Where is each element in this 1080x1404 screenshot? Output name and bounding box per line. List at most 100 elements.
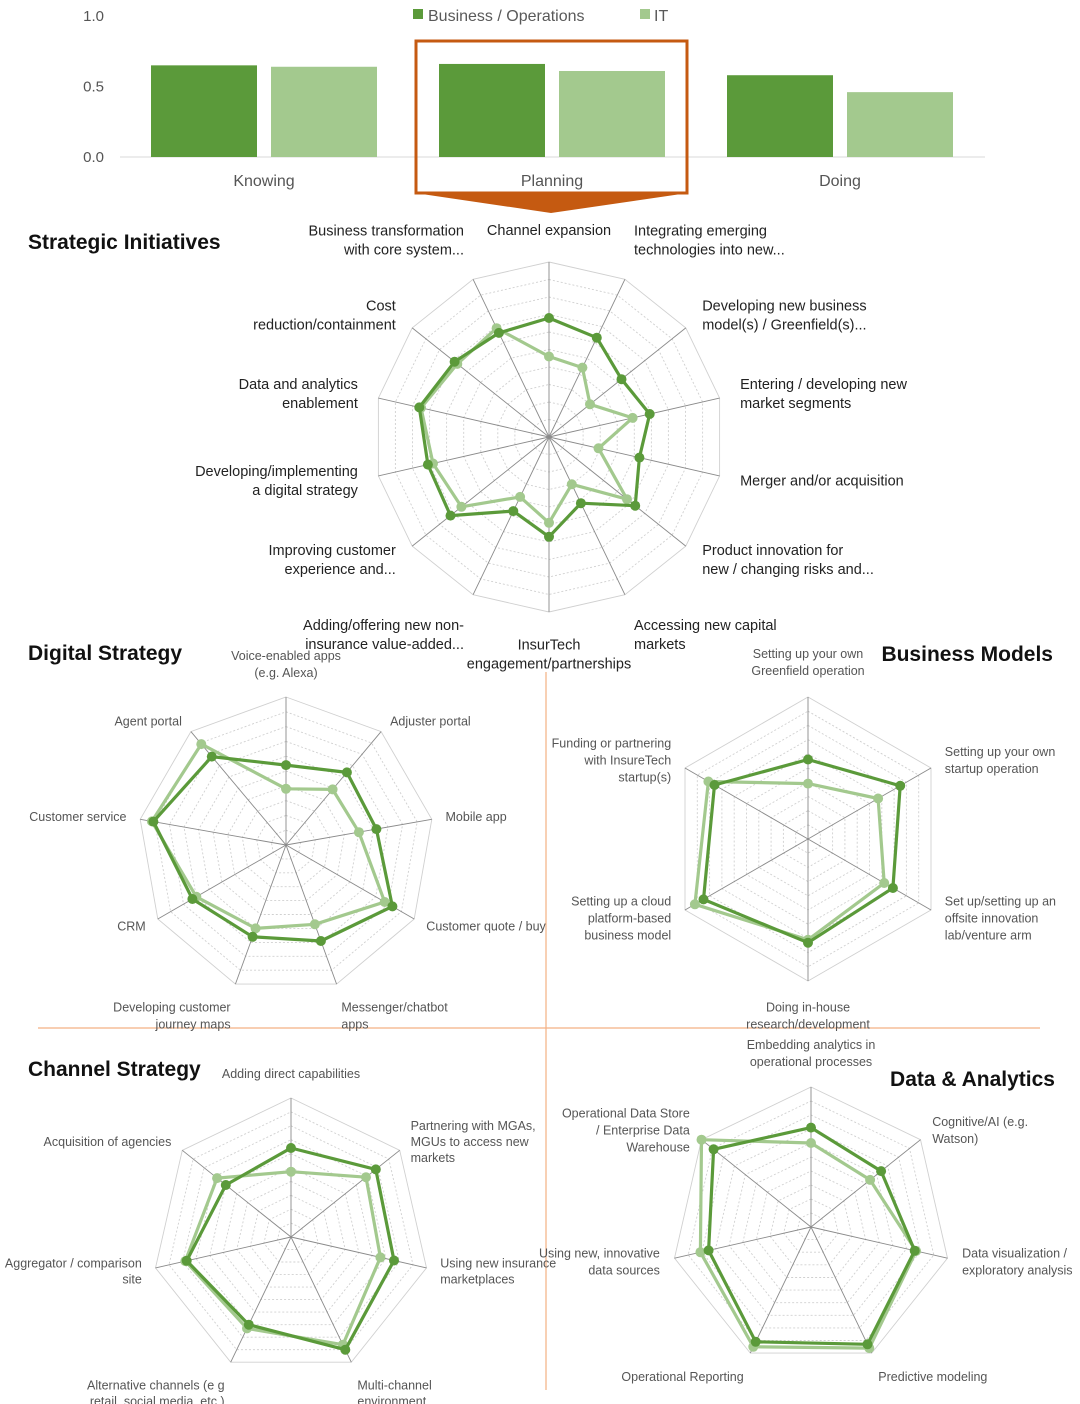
radar-point-business	[616, 374, 627, 385]
radar-spoke	[378, 397, 550, 438]
radar-spoke	[548, 436, 626, 595]
radar-charts: Channel expansion Integrating emerging tec…	[5, 223, 1073, 1404]
radar-point-business	[247, 931, 258, 942]
radar-axis-label: Multi-channel environment	[357, 1378, 431, 1404]
radar-point-business	[414, 402, 425, 413]
radar-axis-label-line: Developing customer	[113, 1001, 230, 1015]
radar-grid-ring	[497, 384, 601, 490]
radar-axis-label-line: Setting up a cloud	[571, 894, 671, 908]
radar-point-it	[327, 784, 338, 795]
radar-point-business	[591, 332, 602, 343]
radar-spoke	[140, 818, 287, 846]
radar-axis-label: Data and analytics enablement	[239, 377, 358, 412]
radar-point-it	[865, 1174, 876, 1185]
radar-axis-label: Business transformation with core system.…	[308, 223, 464, 258]
radar-point-business	[371, 824, 382, 835]
legend-swatch-it	[640, 9, 650, 19]
radar-axis-label-line: insurance value-added...	[305, 637, 464, 653]
radar-axis-label-line: engagement/partnerships	[467, 657, 631, 673]
radar-point-business	[803, 754, 813, 765]
radar-point-business	[181, 1255, 192, 1266]
radar-grid-ring	[241, 800, 331, 888]
radar-axis-label-line: Operational Data Store	[562, 1107, 690, 1121]
radar-axis-label: Alternative channels (e g retail, social …	[87, 1378, 225, 1404]
radar-axis-label-line: Embedding analytics in	[747, 1038, 876, 1052]
radar-grid-ring	[155, 1097, 427, 1363]
radar-axis-label-line: MGUs to access new	[411, 1135, 530, 1149]
category-label: Doing	[819, 173, 861, 190]
radar-point-it	[803, 778, 813, 789]
radar-axis-label: Setting up a cloud platform-based business…	[571, 894, 671, 942]
radar-axis-label-line: Data visualization /	[962, 1246, 1067, 1260]
radar-spoke	[190, 731, 287, 846]
radar-axis-label-line: Customer quote / buy	[426, 919, 546, 933]
radar-point-it	[879, 878, 890, 888]
radar-spoke	[810, 1226, 873, 1354]
radar-axis-label-line: startup operation	[945, 762, 1039, 776]
radar-axis-label: Agent portal	[114, 714, 181, 728]
legend-label-it: IT	[654, 8, 668, 25]
radar-business-models: Setting up your own Greenfield operationS…	[552, 643, 1056, 1032]
radar-spoke	[378, 436, 550, 477]
radar-grid-ring	[480, 366, 618, 508]
radar-axis-label: CRM	[117, 919, 145, 933]
radar-axis-label-line: Accessing new capital	[634, 618, 777, 634]
radar-axis-label-line: Partnering with MGAs,	[411, 1119, 536, 1133]
radar-point-it	[515, 491, 526, 502]
radar-point-business	[876, 1166, 887, 1177]
radar-axis-label: Customer quote / buy	[426, 919, 546, 933]
radar-axis-label-line: site	[122, 1272, 142, 1286]
radar-axis-label: Merger and/or acquisition	[740, 474, 904, 490]
radar-axis-label-line: offsite innovation	[945, 911, 1039, 925]
y-tick-label: 1.0	[83, 8, 104, 25]
bar-it-doing	[847, 92, 953, 157]
radar-point-business	[508, 506, 519, 517]
radar-axis-label-line: apps	[341, 1018, 368, 1032]
radar-series-it	[693, 779, 886, 942]
radar-digital: Voice-enabled apps (e.g. Alexa) Adjuster p…	[28, 642, 547, 1032]
radar-grid-ring	[209, 1153, 373, 1313]
radar-axis-label-line: platform-based	[588, 911, 671, 925]
radar-axis-label: Messenger/chatbot apps	[341, 1001, 448, 1032]
radar-grid-ring	[769, 1184, 853, 1266]
radar-point-business	[340, 1344, 351, 1355]
radar-axis-label: Doing in-house research/development	[746, 1001, 870, 1032]
radar-axis-label: Entering / developing new market segments	[740, 377, 907, 412]
radar-series-business	[706, 1125, 917, 1346]
radar-axis-label-line: data sources	[588, 1263, 660, 1277]
radar-spoke	[411, 327, 550, 438]
radar-axis-label: Funding or partnering with InsureTech star…	[552, 736, 672, 784]
radar-axis-label-line: Adding/offering new non-	[303, 618, 464, 634]
radar-point-business	[341, 767, 352, 778]
radar-point-business	[806, 1122, 816, 1133]
radar-grid-ring	[168, 726, 404, 957]
radar-point-it	[375, 1252, 386, 1263]
radar-axis-label: Operational Reporting	[621, 1370, 743, 1384]
radar-point-business	[708, 1144, 719, 1155]
radar-axis-label: Cost reduction/containment	[253, 298, 396, 333]
radar-grid-ring	[236, 1180, 346, 1288]
radar-axis-label-line: lab/venture arm	[945, 928, 1032, 942]
radar-spoke	[548, 436, 720, 477]
radar-spoke	[472, 436, 550, 595]
radar-axis-label-line: Adjuster portal	[390, 714, 471, 728]
radar-axis-label-line: retail, social media, etc )	[90, 1394, 225, 1404]
radar-point-business	[895, 780, 906, 791]
radar-axis-label: Embedding analytics in operational proces…	[747, 1038, 876, 1069]
radar-axis-label-line: Aggregator / comparison	[5, 1256, 142, 1270]
radar-axis-label-line: with InsureTech	[583, 753, 671, 767]
radar-spoke	[290, 1236, 427, 1269]
radar-series-it	[183, 1170, 382, 1347]
radar-axis-label-line: Agent portal	[114, 714, 181, 728]
radar-point-it	[309, 919, 320, 930]
radar-axis-label: Partnering with MGAs, MGUs to access new m…	[411, 1119, 536, 1165]
radar-grid-ring	[168, 1111, 414, 1351]
radar-axis-label-line: exploratory analysis	[962, 1263, 1072, 1277]
radar-series-business	[185, 1146, 396, 1352]
radar-axis-label-line: Product innovation for	[702, 543, 843, 559]
section-title: Strategic Initiatives	[28, 231, 221, 254]
radar-axis-label-line: with core system...	[343, 242, 464, 258]
radar-axis-label-line: Acquisition of agencies	[44, 1135, 172, 1149]
radar-point-business	[630, 500, 641, 511]
